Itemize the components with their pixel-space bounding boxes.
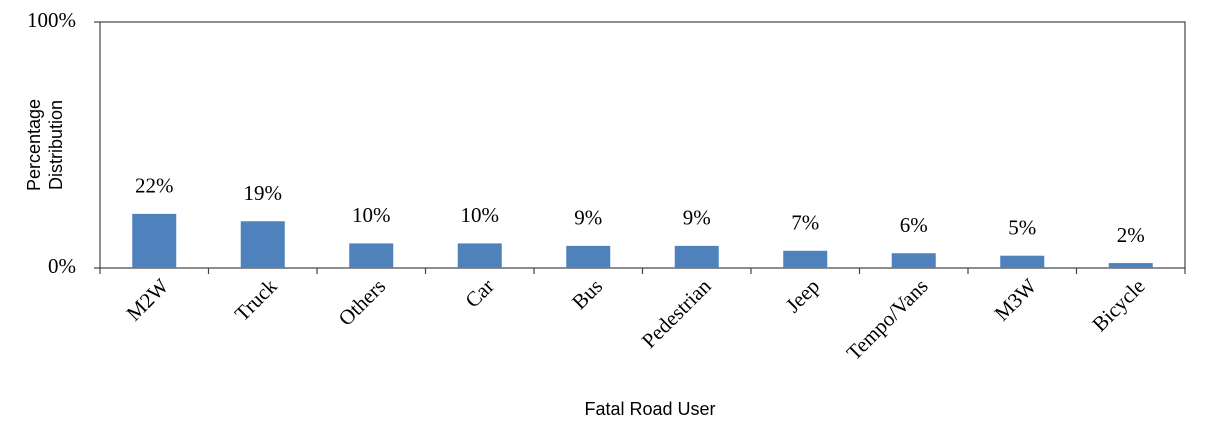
bar (1000, 255, 1045, 268)
x-tick-label: Jeep (781, 274, 824, 317)
x-tick-label-group: Bicycle (1087, 274, 1149, 336)
x-tick-label: Bus (567, 274, 607, 314)
value-label: 6% (900, 213, 928, 237)
bar (674, 245, 719, 268)
value-label: 7% (791, 211, 819, 235)
x-tick-label-group: M3W (990, 274, 1042, 326)
bar (132, 213, 177, 268)
value-label: 22% (135, 174, 174, 198)
x-tick-label-group: Car (460, 274, 498, 312)
x-tick-label: Tempo/Vans (842, 274, 933, 365)
x-tick-label: Bicycle (1087, 274, 1149, 336)
bar (891, 253, 936, 268)
bar (783, 250, 828, 268)
y-axis-title-line: Distribution (46, 100, 66, 190)
value-label: 5% (1008, 216, 1036, 240)
x-tick-label-group: Jeep (781, 274, 824, 317)
x-tick-label: Car (460, 274, 498, 312)
value-label: 10% (461, 203, 500, 227)
x-axis-title: Fatal Road User (584, 399, 715, 419)
x-tick-label: M2W (122, 274, 174, 326)
bar (566, 245, 611, 268)
value-label: 9% (574, 206, 602, 230)
bar (1108, 263, 1153, 268)
y-tick-label: 0% (48, 254, 76, 278)
x-tick-label: M3W (990, 274, 1042, 326)
x-tick-label: Truck (230, 274, 282, 326)
value-label: 9% (683, 206, 711, 230)
y-axis-title: Percentage Distribution (24, 99, 66, 191)
y-tick-label: 100% (27, 8, 76, 32)
x-tick-label-group: M2W (122, 274, 174, 326)
x-tick-label-group: Truck (230, 274, 282, 326)
x-tick-label-group: Pedestrian (637, 274, 716, 353)
y-axis-title-line: Percentage (24, 99, 44, 191)
value-label: 2% (1117, 223, 1145, 247)
bar (240, 221, 285, 268)
x-tick-label: Pedestrian (637, 274, 716, 353)
x-tick-label-group: Others (334, 274, 391, 331)
value-label: 10% (352, 203, 391, 227)
bar (457, 243, 502, 268)
value-label: 19% (244, 181, 283, 205)
bar (349, 243, 394, 268)
x-tick-label-group: Bus (567, 274, 607, 314)
x-tick-label-group: Tempo/Vans (842, 274, 933, 365)
x-tick-label: Others (334, 274, 391, 331)
